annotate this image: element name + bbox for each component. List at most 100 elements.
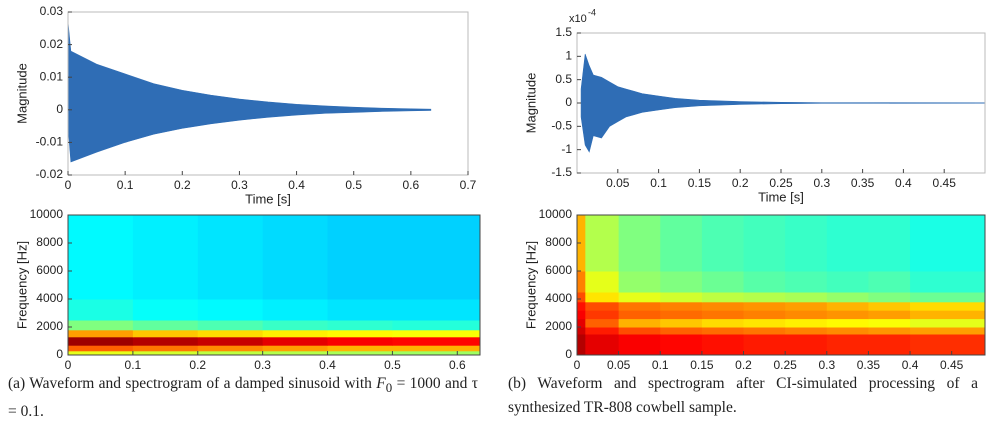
caption-b: (b) Waveform and spectrogram after CI-si… [508, 372, 978, 420]
caption-text: (b) Waveform and spectrogram after CI-si… [508, 375, 978, 416]
x-tick-label: 0.7 [460, 178, 477, 192]
x-tick-label: 0 [574, 358, 581, 370]
heatmap-cell [660, 327, 703, 335]
heatmap-cell [660, 292, 703, 303]
x-axis-label: Time [s] [245, 191, 291, 206]
heatmap-cell [327, 350, 393, 356]
x-tick-label: 0.15 [688, 176, 712, 190]
heatmap-cell [701, 310, 745, 320]
heatmap-cell [197, 299, 264, 321]
heatmap-cell [910, 215, 986, 272]
heatmap-cell [910, 310, 986, 320]
axes-box [67, 214, 481, 356]
caption-var: F [376, 375, 386, 392]
x-tick-label: 0.4 [902, 358, 919, 370]
heatmap-cell [660, 318, 703, 328]
y-tick-label: 2000 [36, 319, 63, 333]
heatmap-cell [785, 318, 828, 328]
heatmap-cell [743, 327, 786, 335]
heatmap-cell [68, 320, 134, 331]
caption-sub: 0 [385, 380, 393, 396]
heatmap-cell [262, 299, 329, 321]
axes-box [576, 214, 986, 356]
heatmap-cell [577, 292, 586, 303]
heatmap-cell [826, 327, 869, 335]
waveform [67, 21, 432, 163]
heatmap-cell [910, 334, 986, 356]
heatmap-cell [701, 271, 745, 293]
x-tick-label: 0.35 [857, 358, 881, 370]
heatmap-cell [585, 310, 620, 320]
y-tick-label: -1.5 [551, 165, 572, 179]
heatmap-cell [585, 334, 620, 356]
x-tick-label: 0.2 [732, 176, 749, 190]
x-tick-label: 0.2 [189, 358, 206, 370]
y-tick-label: 8000 [36, 235, 63, 249]
heatmap-cell [785, 292, 828, 303]
heatmap-cell [785, 301, 828, 311]
heatmap-cell [826, 215, 869, 272]
heatmap-cell [132, 320, 199, 331]
heatmap-cell [327, 299, 393, 321]
y-tick-label: 0 [56, 102, 63, 116]
heatmap-cell [197, 336, 264, 346]
heatmap-cell [68, 329, 134, 338]
heatmap-cell [262, 329, 329, 338]
heatmap-cell [618, 310, 661, 320]
x-tick-label: 0.1 [125, 358, 142, 370]
heatmap-cell [701, 215, 745, 272]
heatmap-cell [392, 215, 481, 300]
heatmap-cell [660, 334, 703, 356]
heatmap-cell [743, 215, 786, 272]
heatmap-cell [743, 318, 786, 328]
heatmap-cell [618, 334, 661, 356]
heatmap-cell [701, 292, 745, 303]
heatmap-cell [868, 215, 911, 272]
x-tick-label: 0.4 [319, 358, 336, 370]
x-tick-label: 0.25 [769, 176, 793, 190]
heatmap-cell [826, 334, 869, 356]
heatmap-cell [868, 327, 911, 335]
y-tick-label: 0.5 [555, 72, 572, 86]
y-tick-label: 1 [565, 49, 572, 63]
heatmap-cell [701, 301, 745, 311]
x-tick-label: 0.4 [288, 178, 305, 192]
heatmap-cell [68, 345, 134, 352]
heatmap-cell [585, 292, 620, 303]
y-axis-label: Frequency [Hz] [14, 241, 29, 329]
heatmap-cell [826, 318, 869, 328]
figure: 0 0.1 0.2 0.3 0.4 0.5 0.6 0.7 -0.02 -0.01 0 0.01 0.0… [14, 4, 986, 370]
x-tick-label: 0.6 [403, 178, 420, 192]
heatmap-cell [327, 345, 393, 352]
heatmap-cell [577, 318, 586, 328]
y-tick-label: 0.03 [40, 4, 64, 18]
heatmap-cell [262, 320, 329, 331]
x-tick-label: 0.1 [652, 358, 669, 370]
heatmap-cell [743, 271, 786, 293]
y-axis-label: Magnitude [14, 63, 29, 124]
x-tick-label: 0.6 [449, 358, 466, 370]
y-tick-label: -0.01 [36, 135, 64, 149]
x-tick-label: 0.2 [735, 358, 752, 370]
heatmap-cell [910, 271, 986, 293]
y-tick-label: -0.5 [551, 119, 572, 133]
x-tick-label: 0.05 [606, 176, 630, 190]
heatmap-cell [68, 215, 134, 300]
heatmap-cell [585, 327, 620, 335]
heatmap-cell [785, 215, 828, 272]
y-tick-label: 0.02 [40, 37, 64, 51]
caption-a: (a) Waveform and spectrogram of a damped… [8, 372, 478, 424]
heatmap-cell [327, 320, 393, 331]
heatmap-cell [785, 310, 828, 320]
axis-multiplier: x10 [569, 13, 587, 25]
x-axis-label: Time [s] [758, 189, 804, 204]
y-axis-label: Frequency [Hz] [523, 241, 538, 329]
y-tick-label: 10000 [539, 207, 573, 221]
y-tick-label: 6000 [36, 263, 63, 277]
heatmap-cell [868, 318, 911, 328]
heatmap-cell [785, 327, 828, 335]
y-tick-label: 4000 [36, 291, 63, 305]
heatmap-cell [868, 334, 911, 356]
caption-text: (a) Waveform and spectrogram of a damped… [8, 375, 377, 392]
